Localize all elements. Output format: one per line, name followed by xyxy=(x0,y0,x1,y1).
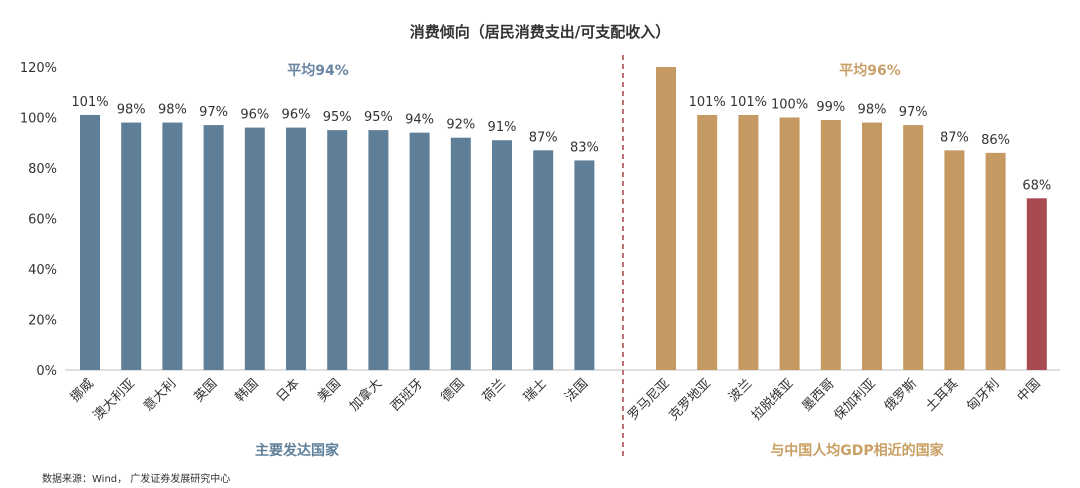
y-tick-label: 0% xyxy=(36,364,57,379)
chart-title: 消费倾向（居民消费支出/可支配收入） xyxy=(410,23,670,41)
category-label: 俄罗斯 xyxy=(882,376,920,414)
y-tick-label: 40% xyxy=(28,263,57,278)
y-tick-label: 100% xyxy=(20,112,57,127)
data-label: 87% xyxy=(940,130,969,145)
data-label: 95% xyxy=(323,110,352,125)
category-label: 保加利亚 xyxy=(831,376,878,423)
data-label: 101% xyxy=(730,95,767,110)
category-label: 加拿大 xyxy=(346,376,385,415)
category-label: 德国 xyxy=(439,376,468,405)
bar xyxy=(450,137,471,370)
data-label: 99% xyxy=(816,100,845,115)
data-label: 86% xyxy=(981,133,1010,148)
category-label: 荷兰 xyxy=(480,376,509,405)
y-axis: 0% 20% 40% 60% 80% 100% 120% xyxy=(20,61,1060,379)
data-label: 87% xyxy=(529,130,558,145)
category-label: 美国 xyxy=(315,376,344,405)
data-label: 68% xyxy=(1022,178,1051,193)
y-tick-label: 120% xyxy=(20,61,57,76)
category-label: 意大利 xyxy=(140,376,179,415)
average-label-similar-gdp: 平均96% xyxy=(839,62,901,79)
category-label: 西班牙 xyxy=(388,376,426,414)
category-label: 罗马尼亚 xyxy=(625,376,672,423)
bar xyxy=(80,114,100,370)
category-label: 匈牙利 xyxy=(964,376,1002,414)
bar xyxy=(162,122,183,370)
bar xyxy=(286,127,306,370)
category-label: 波兰 xyxy=(726,376,755,405)
data-label: 92% xyxy=(446,118,475,133)
bar xyxy=(903,125,924,370)
data-label: 98% xyxy=(858,103,887,118)
bar xyxy=(121,122,142,370)
data-label: 98% xyxy=(117,103,146,118)
bar xyxy=(738,114,759,370)
bar xyxy=(244,127,265,370)
data-label: 96% xyxy=(240,108,269,123)
data-label: 91% xyxy=(488,120,517,135)
group-label-developed: 主要发达国家 xyxy=(255,442,340,459)
source-note: 数据来源：Wind， 广发证券发展研究中心 xyxy=(42,472,230,485)
average-label-developed: 平均94% xyxy=(287,62,349,79)
category-label: 英国 xyxy=(191,376,220,405)
data-label: 96% xyxy=(282,108,311,123)
data-label: 95% xyxy=(364,110,393,125)
data-label: 97% xyxy=(199,105,228,120)
bar xyxy=(574,160,595,370)
category-label: 日本 xyxy=(274,376,303,405)
annotations: 平均94% 平均96% 主要发达国家 与中国人均GDP相近的国家 xyxy=(255,55,945,460)
bar xyxy=(1026,198,1047,370)
category-label: 挪威 xyxy=(68,376,97,405)
data-label: 101% xyxy=(689,95,726,110)
bar xyxy=(862,122,882,370)
data-label: 100% xyxy=(771,98,808,113)
bar xyxy=(697,114,718,370)
category-label: 土耳其 xyxy=(923,376,961,414)
category-label: 拉脱维亚 xyxy=(749,376,796,423)
category-label: 韩国 xyxy=(233,376,262,405)
bar xyxy=(327,130,348,370)
bar xyxy=(656,67,676,370)
bar xyxy=(409,132,430,370)
data-label: 101% xyxy=(71,95,108,110)
category-label: 澳大利亚 xyxy=(90,376,138,424)
group-label-similar-gdp: 与中国人均GDP相近的国家 xyxy=(770,442,944,459)
bar xyxy=(368,130,389,370)
bar xyxy=(492,140,512,370)
category-label: 法国 xyxy=(562,376,591,405)
bar xyxy=(820,120,841,371)
category-label: 克罗地亚 xyxy=(667,376,714,423)
y-tick-label: 80% xyxy=(28,162,57,177)
data-label: 98% xyxy=(158,103,187,118)
y-tick-label: 20% xyxy=(28,314,57,329)
data-label: 97% xyxy=(899,105,928,120)
category-label: 瑞士 xyxy=(521,376,550,405)
category-label: 中国 xyxy=(1015,376,1044,405)
bar xyxy=(533,150,554,370)
bar xyxy=(944,150,965,370)
bar xyxy=(203,125,224,370)
y-tick-label: 60% xyxy=(28,213,57,228)
category-label: 墨西哥 xyxy=(799,376,837,414)
data-label: 94% xyxy=(405,113,434,128)
data-label: 83% xyxy=(570,140,599,155)
bar xyxy=(779,117,800,370)
bar xyxy=(985,152,1006,370)
